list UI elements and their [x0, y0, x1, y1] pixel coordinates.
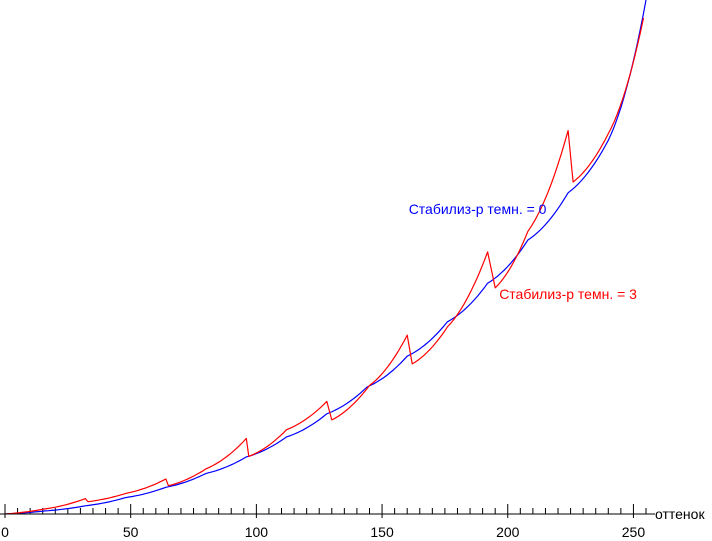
x-tick-label: 100 — [245, 524, 269, 540]
x-tick-label: 0 — [1, 524, 9, 540]
series-layer — [4, 0, 647, 515]
x-axis-major-ticks — [4, 504, 634, 518]
series-label-2: Стабилиз-р темн. = 3 — [499, 286, 637, 302]
series-label-1: Стабилиз-р темн. = 0 — [409, 201, 547, 217]
series-annotations: Стабилиз-р темн. = 0 Стабилиз-р темн. = 3 — [409, 201, 637, 302]
x-axis-tick-labels: 0 50 100 150 200 250 — [1, 524, 645, 540]
series-line-2 — [4, 17, 645, 515]
x-tick-label: 200 — [496, 524, 520, 540]
x-tick-label: 250 — [622, 524, 646, 540]
series-line-1 — [4, 0, 647, 515]
x-axis-minor-ticks — [17, 508, 647, 514]
x-tick-label: 150 — [370, 524, 394, 540]
x-tick-label: 50 — [123, 524, 139, 540]
x-axis-label: оттенок — [655, 506, 705, 522]
